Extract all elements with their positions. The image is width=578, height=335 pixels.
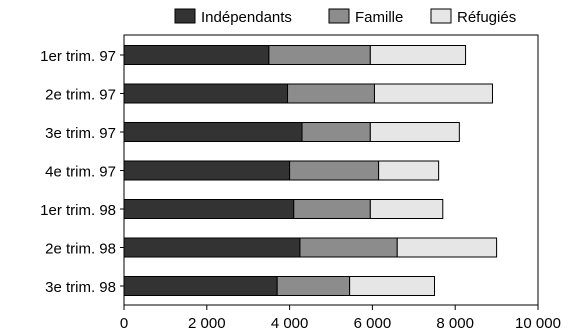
x-tick-label: 2 000	[188, 315, 226, 332]
category-label: 4e trim. 97	[45, 164, 116, 181]
bar-segment-1-row-5	[123, 199, 295, 219]
category-label: 2e trim. 98	[45, 241, 116, 258]
legend-label-2: Famille	[355, 9, 403, 26]
bar-segment-1-row-3	[123, 122, 303, 142]
x-tick-label: 4 000	[271, 315, 309, 332]
category-label: 3e trim. 97	[45, 125, 116, 142]
category-label: 1er trim. 97	[40, 48, 116, 65]
bar-segment-3-row-3	[369, 122, 460, 142]
bar-segment-1-row-7	[123, 276, 278, 296]
legend-label-3: Réfugiés	[457, 9, 516, 26]
bar-segment-1-row-2	[123, 83, 289, 104]
bar-segment-2-row-5	[293, 199, 371, 219]
bar-segment-3-row-4	[378, 160, 440, 181]
bar-segment-2-row-6	[299, 237, 398, 258]
bar-segment-3-row-1	[369, 45, 467, 65]
bar-segment-3-row-5	[369, 199, 444, 219]
y-axis-labels: 1er trim. 97 2e trim. 97 3e trim. 97 4e tri…	[40, 48, 124, 296]
legend-swatch-1	[174, 8, 196, 24]
bar-segment-3-row-2	[373, 83, 493, 104]
legend-swatch-2	[328, 8, 350, 24]
bar-segment-1-row-1	[123, 45, 270, 65]
x-tick-label: 6 000	[354, 315, 392, 332]
category-label: 1er trim. 98	[40, 202, 116, 219]
x-axis: 0 2 000 4 000 6 000 8 000 10 000	[120, 305, 561, 332]
x-tick-label: 10 000	[515, 315, 561, 332]
bar-segment-3-row-6	[396, 237, 498, 258]
bar-segment-3-row-7	[349, 276, 436, 296]
category-label: 2e trim. 97	[45, 87, 116, 104]
legend: Indépendants Famille Réfugiés	[174, 8, 516, 26]
bars	[123, 45, 498, 296]
legend-label-1: Indépendants	[201, 9, 292, 26]
x-tick-label: 8 000	[436, 315, 474, 332]
bar-segment-2-row-2	[287, 83, 375, 104]
bar-segment-2-row-3	[301, 122, 371, 142]
category-label: 3e trim. 98	[45, 279, 116, 296]
bar-segment-1-row-6	[123, 237, 301, 258]
bar-segment-2-row-4	[289, 160, 380, 181]
bar-segment-1-row-4	[123, 160, 291, 181]
x-tick-label: 0	[120, 315, 128, 332]
bar-segment-2-row-1	[268, 45, 371, 65]
legend-swatch-3	[430, 8, 452, 24]
bar-segment-2-row-7	[276, 276, 351, 296]
